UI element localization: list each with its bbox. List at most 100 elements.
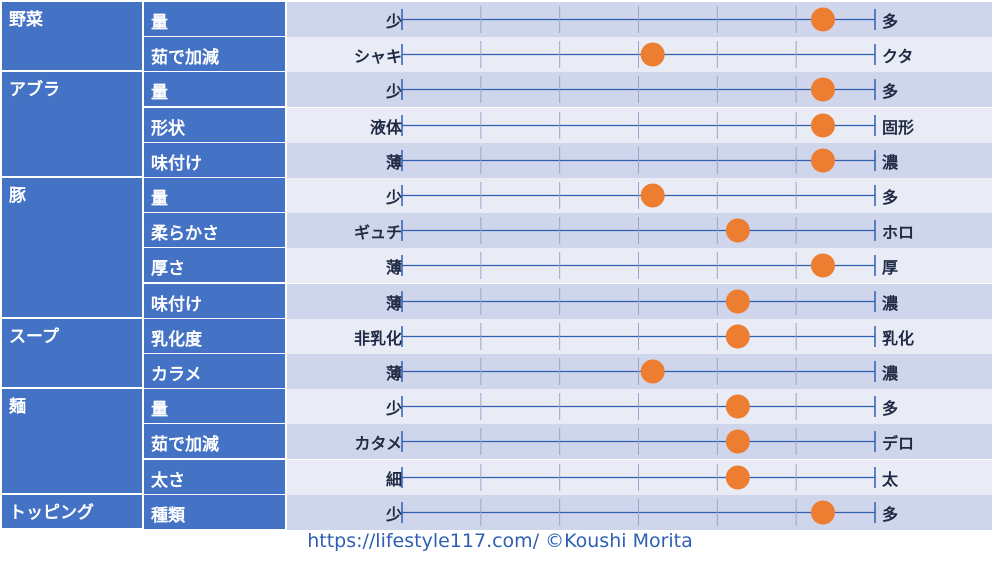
scale-high-label: 固形 [882, 117, 915, 137]
item-label: 味付け [144, 142, 285, 178]
scale-high-label: デロ [882, 434, 915, 454]
scale-high-label: 多 [882, 399, 899, 419]
table-row: 厚さ薄厚 [2, 248, 992, 285]
scale-bar [401, 393, 876, 421]
category-label: 豚 [2, 178, 142, 319]
scale-bar [401, 217, 876, 245]
scale-high-label: 多 [882, 188, 899, 207]
scale-high-label: 多 [882, 504, 899, 524]
scale-bar [401, 41, 876, 69]
scale-cell: 液体 固形 [287, 107, 992, 144]
table-row: 味付け薄濃 [2, 142, 992, 179]
rating-dot [725, 289, 750, 314]
rating-dot [640, 42, 665, 67]
scale-bar [401, 6, 876, 33]
scale-high-label: 太 [882, 469, 899, 489]
scale-cell: 細太 [287, 459, 992, 496]
scale-low-label: 少 [385, 82, 402, 102]
item-label: 太さ [144, 459, 285, 495]
table-row: カラメ薄濃 [2, 354, 992, 390]
scale-low-label: 薄 [385, 293, 402, 313]
scale-low-label: 非乳化 [353, 328, 402, 348]
scale-bar [401, 287, 876, 315]
item-label: 量 [144, 2, 285, 37]
rating-dot [725, 324, 750, 349]
scale-cell: 薄濃 [287, 142, 992, 179]
item-label: 厚さ [144, 248, 285, 284]
scale-high-label: 乳化 [882, 328, 915, 348]
table-row: 茹で加減 カタメ デロ [2, 424, 992, 461]
scale-high-label: クタ [882, 47, 914, 67]
table-row: 量少多 [2, 72, 992, 109]
scale-high-label: 厚 [882, 258, 899, 278]
scale-low-label: シャキ [353, 47, 402, 67]
scale-bar [401, 76, 876, 104]
scale-cell: 薄濃 [287, 283, 992, 320]
scale-bar [401, 498, 876, 526]
scale-low-label: 薄 [385, 364, 402, 383]
table-row: 味付け薄濃 [2, 283, 992, 320]
table-row: 量少多 [2, 389, 992, 426]
item-label: 量 [144, 72, 285, 108]
scale-bar [401, 182, 876, 209]
scale-cell: 少多 [287, 72, 992, 109]
scale-low-label: 少 [385, 399, 402, 419]
category-label: アブラ [2, 72, 142, 178]
scale-bar [401, 428, 876, 456]
rating-dot [725, 218, 750, 243]
rating-dot [810, 253, 835, 278]
scale-cell: ギュチ ホロ [287, 213, 992, 250]
scale-cell: 少多 [287, 494, 992, 531]
item-label: 柔らかさ [144, 213, 285, 249]
scale-cell: 非乳化 乳化 [287, 318, 992, 355]
table-row: 種類少多 [2, 494, 992, 531]
scale-cell: カタメ デロ [287, 424, 992, 461]
scale-high-label: ホロ [882, 223, 915, 243]
table-row: 太さ細太 [2, 459, 992, 496]
ramen-rating-table: 量少多茹で加減 シャキ クタ量少多形状 液体 固形 味付け薄濃量少多柔らかさ ギュチ ホロ 厚さ… [2, 2, 992, 531]
scale-cell: 薄濃 [287, 354, 992, 390]
footer-credit: https://lifestyle117.com/ ©Koushi Morita [307, 530, 693, 552]
scale-high-label: 濃 [882, 364, 899, 383]
category-label: 野菜 [2, 2, 142, 73]
table-row: 乳化度 非乳化 乳化 [2, 318, 992, 355]
scale-high-label: 濃 [882, 293, 899, 313]
scale-low-label: ギュチ [353, 223, 402, 243]
item-label: 種類 [144, 494, 285, 530]
item-label: 量 [144, 389, 285, 425]
item-label: 形状 [144, 107, 285, 143]
rating-dot [725, 465, 750, 490]
rating-dot [640, 183, 665, 208]
scale-low-label: 少 [385, 12, 402, 31]
scale-bar [401, 146, 876, 174]
scale-high-label: 多 [882, 12, 899, 31]
rating-dot [810, 148, 835, 173]
scale-bar [401, 111, 876, 139]
table-row: 量少多 [2, 178, 992, 214]
table-row: 茹で加減 シャキ クタ [2, 37, 992, 74]
scale-cell: 少多 [287, 178, 992, 214]
scale-bar [401, 252, 876, 280]
rating-dot [810, 77, 835, 102]
scale-bar [401, 463, 876, 491]
rating-dot [640, 359, 665, 384]
scale-low-label: 液体 [369, 117, 402, 137]
table-row: 量少多 [2, 2, 992, 38]
rating-dot [810, 113, 835, 138]
table-row: 柔らかさ ギュチ ホロ [2, 213, 992, 250]
scale-low-label: 少 [385, 188, 402, 207]
rating-dot [725, 394, 750, 419]
scale-bar [401, 322, 876, 350]
scale-low-label: 薄 [385, 152, 402, 172]
category-label: 麺 [2, 389, 142, 495]
item-label: 茹で加減 [144, 424, 285, 460]
table-row: 形状 液体 固形 [2, 107, 992, 144]
item-label: カラメ [144, 354, 285, 389]
scale-bar [401, 358, 876, 385]
rating-dot [810, 500, 835, 525]
item-label: 量 [144, 178, 285, 213]
item-label: 味付け [144, 283, 285, 319]
scale-low-label: 少 [385, 504, 402, 524]
item-label: 茹で加減 [144, 37, 285, 73]
scale-high-label: 多 [882, 82, 899, 102]
